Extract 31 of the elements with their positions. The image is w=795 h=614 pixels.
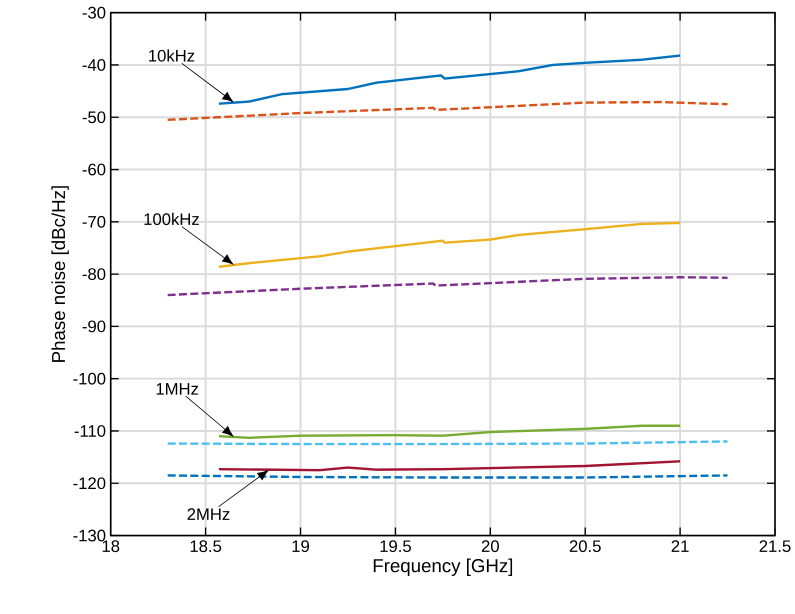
x-tick-label: 19 bbox=[292, 540, 310, 552]
line-series bbox=[218, 460, 682, 472]
x-tick-label: 18 bbox=[102, 540, 120, 552]
y-tick-label: -40 bbox=[82, 58, 106, 71]
y-tick-label: -80 bbox=[82, 268, 106, 280]
x-tick-label: 19.5 bbox=[380, 540, 411, 552]
line-series bbox=[166, 276, 729, 296]
x-tick-label: 21 bbox=[672, 540, 689, 552]
text: 2MHz bbox=[188, 508, 230, 520]
line-series bbox=[218, 222, 682, 268]
x-axis-title: Frequency [GHz] bbox=[374, 558, 512, 576]
x-tick-label: 20.5 bbox=[570, 540, 601, 552]
line-series bbox=[166, 100, 729, 121]
line-series bbox=[218, 424, 682, 439]
y-tick-label: -50 bbox=[82, 111, 106, 124]
y-tick-label: -90 bbox=[82, 320, 106, 332]
text: 100kHz bbox=[144, 212, 199, 225]
y-tick-label: -110 bbox=[74, 424, 106, 437]
x-tick-label: 20 bbox=[482, 540, 499, 552]
text: 1MHz bbox=[156, 383, 198, 394]
y-tick-label: -60 bbox=[82, 164, 106, 176]
x-tick-label: 18.5 bbox=[190, 540, 222, 552]
line-series bbox=[218, 54, 682, 105]
y-tick-label: -130 bbox=[73, 530, 106, 542]
y-tick-label: -70 bbox=[82, 216, 106, 228]
x-tick-label: 21.5 bbox=[760, 540, 791, 552]
y-tick-label: -30 bbox=[82, 6, 106, 18]
y-tick-label: -100 bbox=[73, 372, 106, 384]
y-axis-title: Phase noise [dBc/Hz] bbox=[51, 186, 69, 362]
text: 10kHz bbox=[149, 49, 194, 62]
y-tick-label: -120 bbox=[73, 477, 106, 490]
